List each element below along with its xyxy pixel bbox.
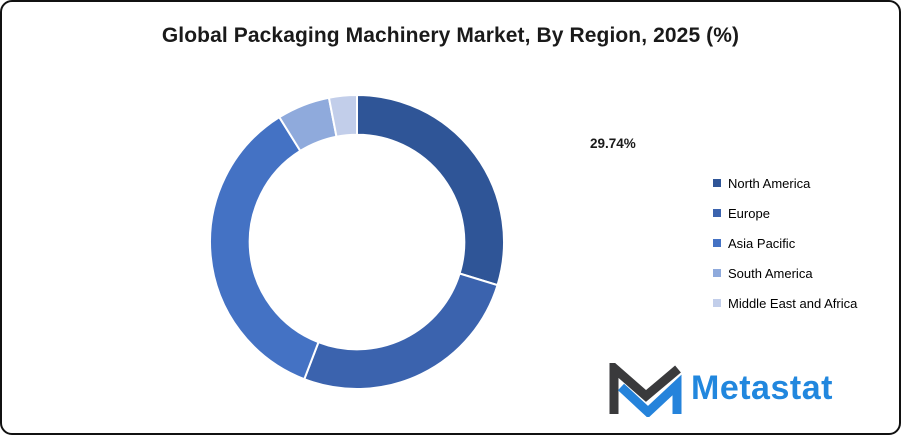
legend-item-asia-pacific: Asia Pacific [713,228,857,258]
donut-segment-asia-pacific [209,115,320,381]
metastat-logo-icon [609,363,682,417]
donut-chart-area [207,92,507,392]
donut-chart [209,93,505,390]
donut-segment-middle-east-and-africa [327,93,358,138]
legend-label: Asia Pacific [728,235,796,251]
legend-swatch-icon [713,179,721,187]
legend-item-middle-east-and-africa: Middle East and Africa [713,288,857,318]
legend-item-north-america: North America [713,168,857,198]
legend-label: Europe [728,205,770,221]
data-label-north-america: 29.74% [590,136,636,151]
donut-segment-north-america [356,93,505,287]
legend-label: South America [728,265,813,281]
legend-item-europe: Europe [713,198,857,228]
legend-item-south-america: South America [713,258,857,288]
chart-title: Global Packaging Machinery Market, By Re… [161,24,740,47]
legend-swatch-icon [713,269,721,277]
logo-text: Metastat [691,369,833,407]
chart-legend: North America Europe Asia Pacific South … [713,168,857,318]
legend-label: Middle East and Africa [728,295,858,311]
legend-swatch-icon [713,299,721,307]
metastat-logo: Metastat [609,363,833,417]
logo-mark-blue-check [617,374,682,417]
logo-mark-dark-m [609,363,681,414]
legend-label: North America [728,175,811,191]
donut-segment-europe [302,272,499,390]
legend-swatch-icon [713,239,721,247]
legend-swatch-icon [713,209,721,217]
